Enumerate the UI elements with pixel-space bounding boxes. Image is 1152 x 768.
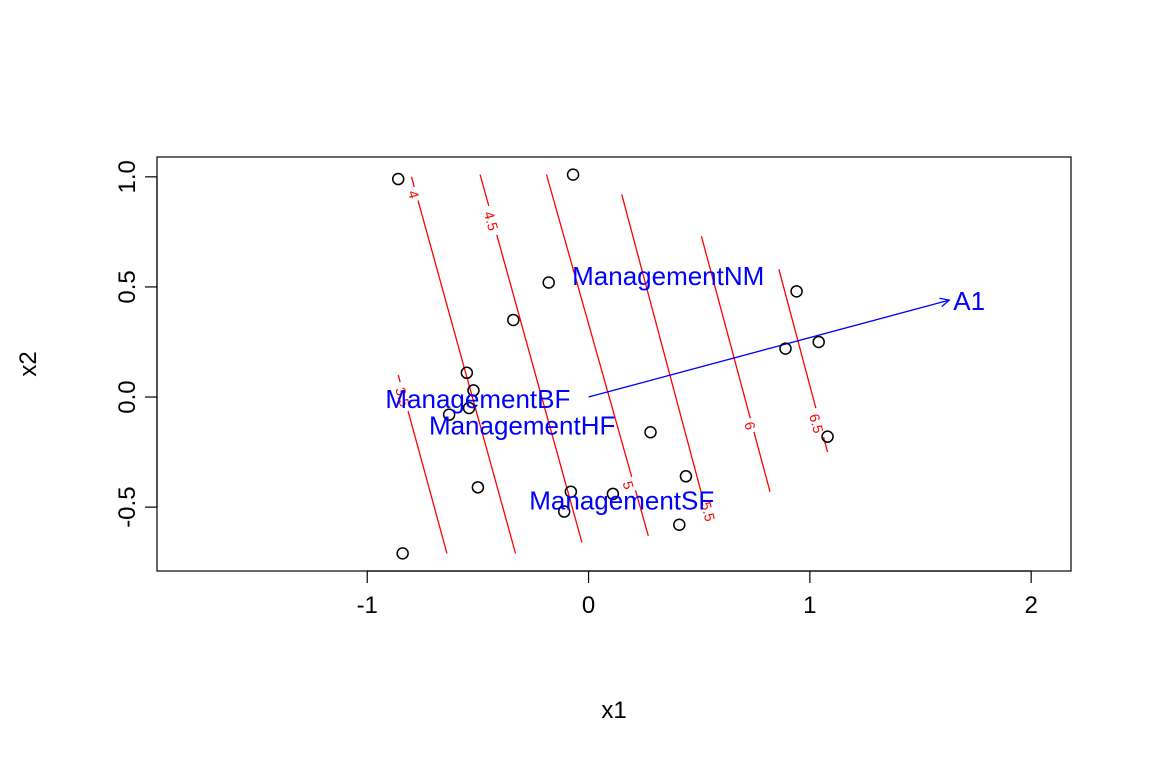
point-layer (391, 168, 834, 560)
vector-arrow-line (588, 299, 950, 398)
y-tick-label: 0.0 (114, 380, 141, 413)
axes-layer: -1 0 1 2 -0.5 0.0 0.5 1.0 (114, 160, 1038, 619)
contour-label: 6 (741, 420, 759, 432)
factor-label: ManagementHF (429, 411, 615, 441)
contour-label: 3.5 (392, 386, 413, 409)
contour-label-bg (481, 204, 503, 237)
y-tick-label: 0.5 (114, 270, 141, 303)
x-tick-label: 1 (803, 592, 816, 619)
contour-label-bg (392, 380, 415, 414)
data-point (462, 401, 476, 415)
vector-layer: A1 (588, 286, 985, 398)
data-point (812, 335, 825, 349)
data-point (821, 430, 834, 443)
data-point (606, 487, 620, 501)
data-point (460, 366, 474, 380)
data-point (673, 518, 686, 532)
contour-label-bg (698, 494, 720, 528)
data-point (471, 481, 485, 494)
contour-label: 4 (405, 189, 423, 201)
contour-label-bg (742, 416, 760, 434)
x-tick-label: 2 (1024, 592, 1037, 619)
data-point (564, 485, 578, 498)
contour-label-bg (406, 185, 424, 203)
data-point (779, 342, 792, 355)
vector-label: A1 (953, 286, 985, 316)
y-tick-label: -0.5 (114, 486, 141, 527)
x-tick-label: 0 (582, 592, 595, 619)
contour-line (479, 174, 583, 543)
x-axis-title: x1 (601, 697, 626, 724)
data-point (442, 408, 456, 421)
vector-arrow-head (939, 297, 951, 308)
contour-line (700, 236, 771, 492)
data-point (396, 547, 409, 560)
data-point (566, 168, 580, 181)
contour-line (545, 174, 649, 536)
factor-label: ManagementNM (572, 261, 764, 291)
contour-line (410, 176, 517, 554)
contour-label: 4.5 (481, 209, 502, 232)
data-point (467, 384, 480, 397)
data-point (391, 172, 405, 186)
contour-label: 5.5 (698, 500, 719, 523)
factor-label: ManagementSF (529, 486, 714, 516)
contour-label-bg (806, 406, 829, 440)
data-point (507, 313, 520, 327)
contour-label-bg (620, 476, 638, 494)
data-point (679, 470, 693, 483)
data-point (790, 285, 803, 298)
factor-label: ManagementBF (385, 384, 570, 414)
data-point (542, 276, 555, 289)
data-point (557, 505, 571, 518)
data-point (644, 426, 657, 439)
contour-layer: 3.544.555.56 6.5 (392, 174, 829, 554)
contour-label: 6.5 (806, 412, 827, 435)
contour-line (621, 194, 709, 519)
x-tick-label: -1 (357, 592, 378, 619)
y-tick-label: 1.0 (114, 160, 141, 193)
y-axis-title: x2 (15, 351, 42, 376)
